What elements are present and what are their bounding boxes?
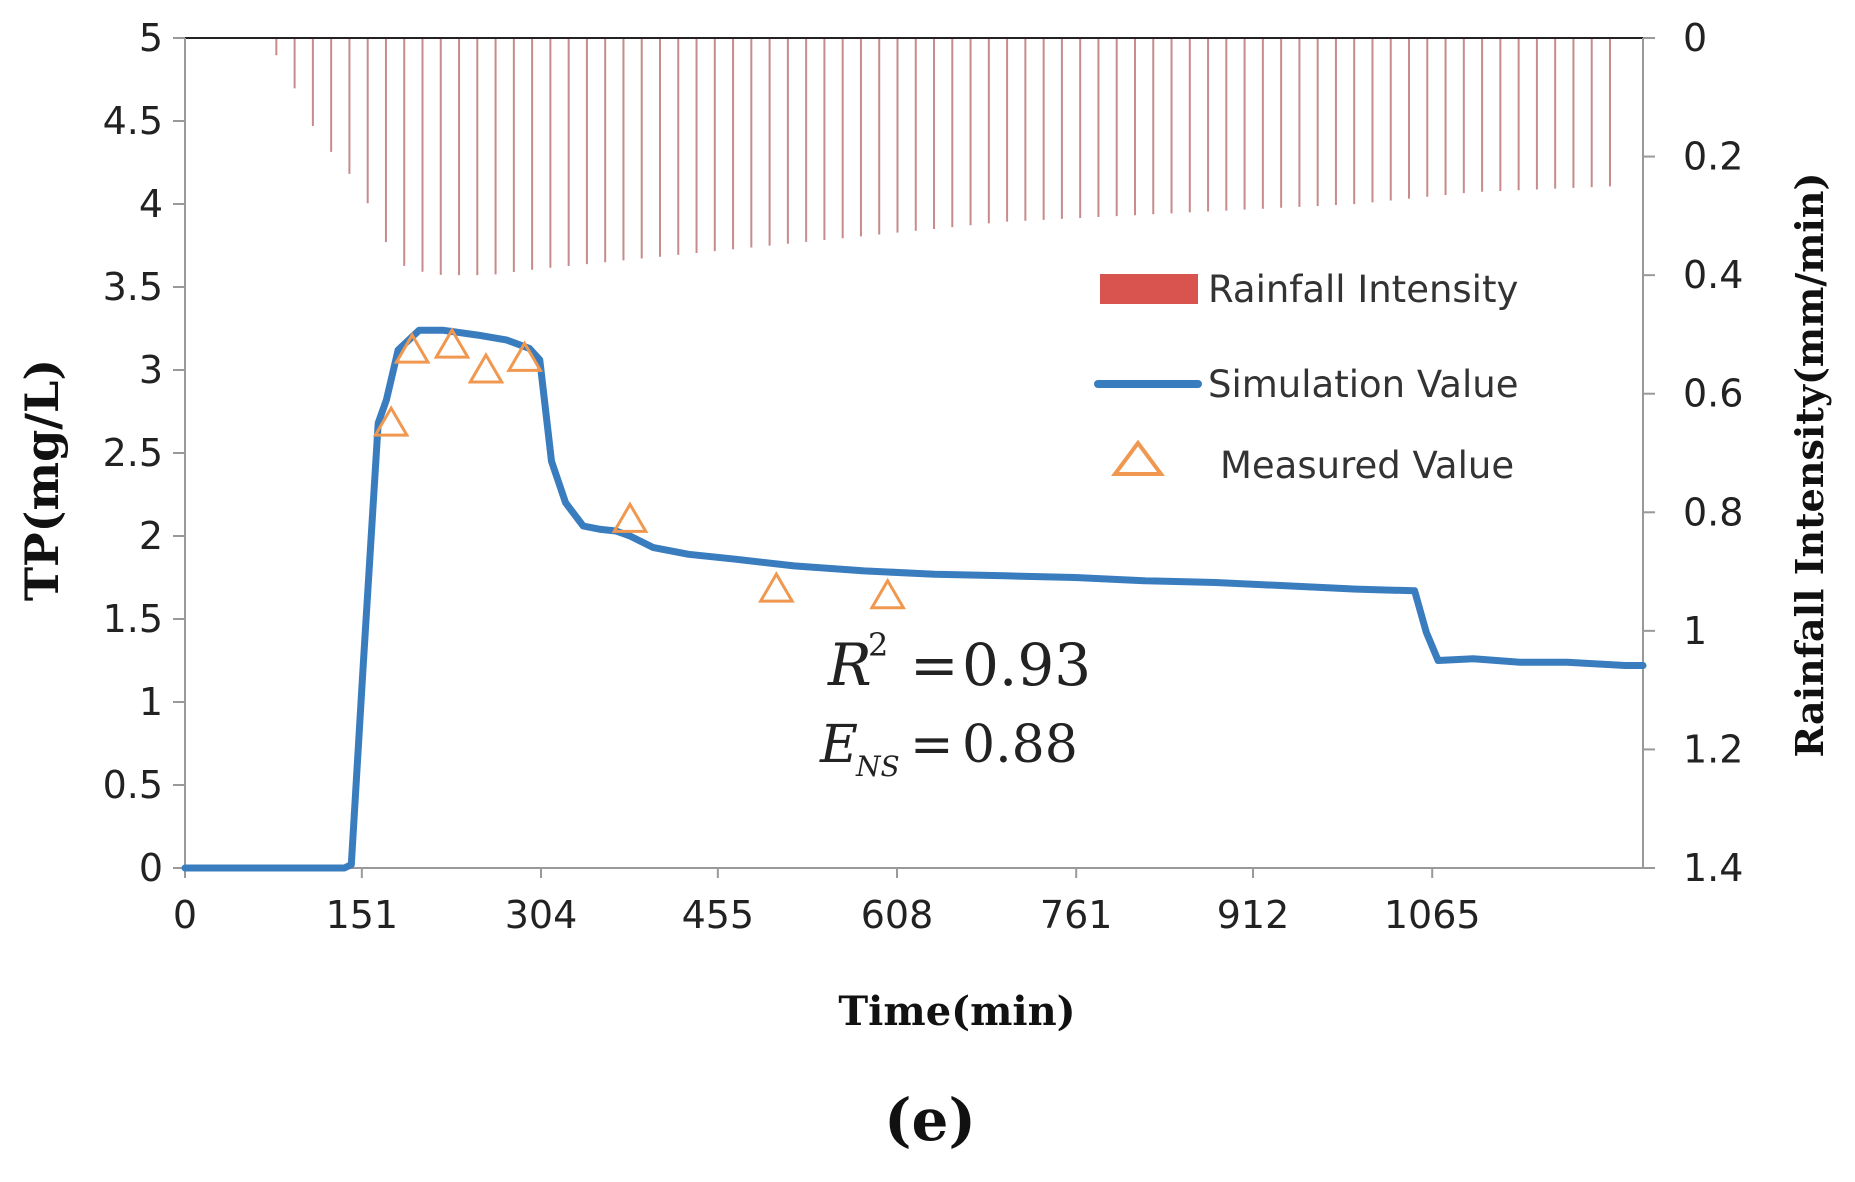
legend-swatch-rainfall [1100,274,1198,304]
x-tick-label: 151 [326,893,399,937]
x-tick-label: 608 [861,893,934,937]
stat-r2-superscript: 2 [868,626,888,664]
y-tick-label: 1 [139,680,163,724]
y-tick-label: 2.5 [103,431,163,475]
x-axis-title: Time(min) [838,988,1075,1035]
y2-tick-label: 1.4 [1683,846,1743,890]
y2-tick-label: 0 [1683,16,1707,60]
y2-tick-label: 0.8 [1683,490,1743,534]
y2-tick-label: 0.4 [1683,253,1743,297]
measured-points [372,327,907,610]
x-tick-label: 1065 [1384,893,1481,937]
measured-point [372,405,410,437]
stat-r2-operator: = [910,631,959,699]
measured-point [393,332,431,364]
measured-point [758,571,795,603]
y2-tick-label: 0.6 [1683,372,1743,416]
x-tick-label: 455 [682,893,755,937]
y-ticks-right: 0 0.2 0.4 0.6 0.8 1 1.2 1.4 [1643,16,1743,890]
stat-ens: E NS = 0.88 [819,715,1078,783]
y-axis-title: TP(mg/L) [15,359,69,601]
y-tick-label: 0.5 [103,763,163,807]
y2-tick-label: 0.2 [1683,135,1743,179]
x-tick-label: 0 [173,893,197,937]
legend-label-measured: Measured Value [1220,444,1514,487]
y2-tick-label: 1.2 [1683,727,1743,771]
y-tick-label: 0 [139,846,163,890]
x-tick-label: 304 [505,893,578,937]
y-tick-label: 5 [139,16,163,60]
stat-r2-label: R [827,631,872,699]
y-tick-label: 4 [139,182,163,226]
measured-point [433,327,471,359]
rainfall-bars [257,38,1611,276]
legend-swatch-measured [1111,439,1165,476]
legend-label-rainfall: Rainfall Intensity [1208,268,1518,311]
y-ticks-left: 0 0.5 1 1.5 2 2.5 3 3.5 4 4.5 5 [103,16,185,890]
measured-point [869,577,907,610]
x-tick-label: 761 [1040,893,1113,937]
panel-label: (e) [884,1086,976,1154]
y-tick-label: 4.5 [103,99,163,143]
legend: Rainfall Intensity Simulation Value Meas… [1094,268,1518,487]
stat-r2-value: 0.93 [962,631,1091,699]
x-ticks: 0 151 304 455 608 761 912 1065 [173,868,1481,937]
measured-point [467,352,505,384]
y2-axis-title: Rainfall Intensity(mm/min) [1787,173,1832,758]
measured-point [506,340,543,372]
y-tick-label: 3.5 [103,265,163,309]
legend-label-simulation: Simulation Value [1208,363,1518,406]
stat-ens-value: 0.88 [962,715,1078,775]
y2-tick-label: 1 [1683,609,1707,653]
stat-ens-operator: = [910,715,954,775]
stat-ens-label: E [819,715,858,775]
x-tick-label: 912 [1217,893,1290,937]
y-tick-label: 1.5 [103,597,163,641]
stat-ens-subscript: NS [855,750,900,783]
y-tick-label: 2 [139,514,163,558]
measured-point [611,501,649,533]
stat-r2: R 2 = 0.93 [827,626,1091,699]
simulation-line [181,326,1647,872]
y-tick-label: 3 [139,348,163,392]
